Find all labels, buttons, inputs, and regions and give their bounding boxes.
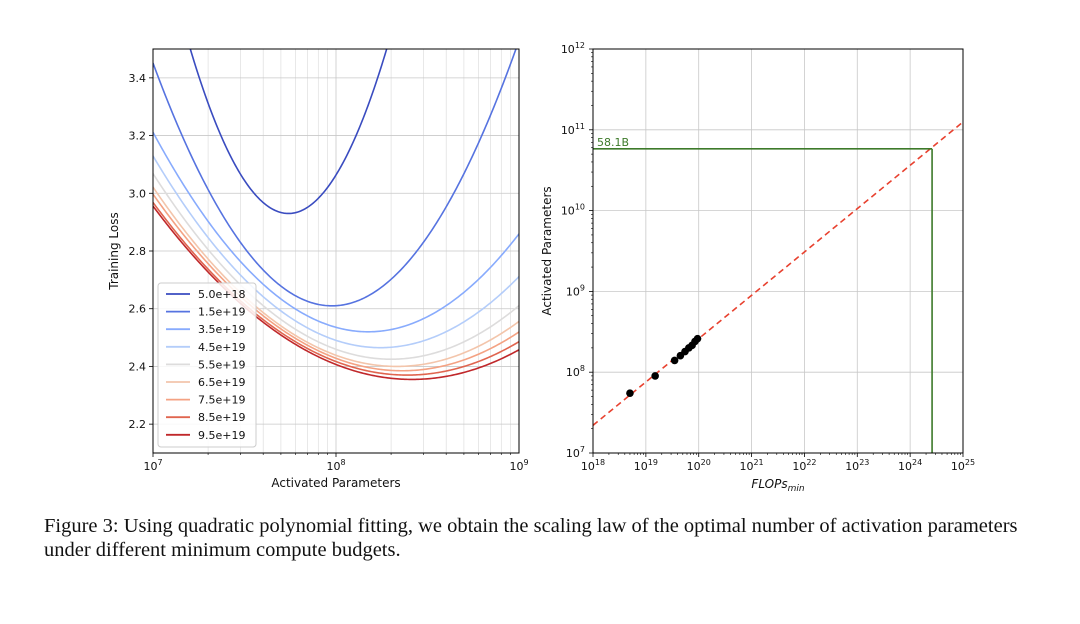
legend-label: 5.5e+19 xyxy=(198,358,245,371)
figure: 2.2 2.4 2.6 2.8 3.0 3.2 3.4 107 108 109 Activated… xyxy=(107,41,975,494)
data-point xyxy=(626,389,634,397)
loss-y-axis-label: Training Loss xyxy=(107,212,121,290)
x-tick-label: 107 xyxy=(143,458,162,473)
x-tick-label: 1024 xyxy=(898,458,922,473)
y-tick-label: 108 xyxy=(566,364,585,379)
scaling-chart: 58.1B 1018 1019 1020 1021 1022 1023 1024 102510… xyxy=(540,41,975,494)
loss-legend: 5.0e+18 1.5e+19 3.5e+19 4.5e+19 5.5e+19 6.5e+… xyxy=(157,282,257,448)
data-point xyxy=(693,334,702,343)
series-line xyxy=(153,131,519,333)
x-tick-label: 1018 xyxy=(581,458,605,473)
y-tick-label: 109 xyxy=(566,283,585,298)
y-tick-label: 3.0 xyxy=(129,187,147,200)
loss-chart: 2.2 2.4 2.6 2.8 3.0 3.2 3.4 107 108 109 Activated… xyxy=(107,48,529,490)
y-tick-label: 3.2 xyxy=(129,130,147,143)
legend-label: 8.5e+19 xyxy=(198,411,245,424)
scaling-ticks: 1018 1019 1020 1021 1022 1023 1024 1025 107 108 10… xyxy=(561,41,975,473)
y-tick-label: 1012 xyxy=(561,41,585,56)
series-line xyxy=(153,155,519,349)
x-tick-label: 1025 xyxy=(951,458,975,473)
x-tick-label: 1019 xyxy=(634,458,658,473)
legend-label: 9.5e+19 xyxy=(198,429,245,442)
legend-label: 5.0e+18 xyxy=(198,288,245,301)
loss-grid xyxy=(152,49,519,453)
marker-label: 58.1B xyxy=(597,136,629,149)
x-tick-label: 1020 xyxy=(687,458,711,473)
y-tick-label: 2.6 xyxy=(129,303,147,316)
y-tick-label: 3.4 xyxy=(129,72,147,85)
data-point xyxy=(670,356,679,365)
legend-label: 4.5e+19 xyxy=(198,341,245,354)
scaling-grid xyxy=(592,48,964,454)
x-tick-label: 1022 xyxy=(792,458,816,473)
series-line xyxy=(153,201,519,376)
scaling-content: 58.1B xyxy=(593,121,963,453)
legend-label: 6.5e+19 xyxy=(198,376,245,389)
loss-x-axis-label: Activated Parameters xyxy=(271,476,400,490)
legend-label: 7.5e+19 xyxy=(198,394,245,407)
loss-ticks: 2.2 2.4 2.6 2.8 3.0 3.2 3.4 107 108 109 xyxy=(129,72,529,473)
legend-label: 1.5e+19 xyxy=(198,306,245,319)
scaling-axes-frame xyxy=(592,48,964,454)
series-line xyxy=(153,49,517,307)
legend-label: 3.5e+19 xyxy=(198,323,245,336)
series-line xyxy=(153,205,519,381)
scaling-x-axis-label: FLOPsmin xyxy=(751,477,804,494)
y-tick-label: 1010 xyxy=(561,203,585,218)
y-tick-label: 2.2 xyxy=(129,418,147,431)
loss-curves xyxy=(153,49,519,381)
fit-line xyxy=(593,121,963,426)
y-tick-label: 107 xyxy=(566,445,585,460)
series-line xyxy=(153,193,519,372)
x-tick-label: 1021 xyxy=(739,458,763,473)
series-line xyxy=(153,173,519,361)
series-line xyxy=(189,49,388,215)
x-tick-label: 109 xyxy=(509,458,528,473)
y-tick-label: 2.8 xyxy=(129,245,147,258)
y-tick-label: 1011 xyxy=(561,122,585,137)
y-tick-label: 2.4 xyxy=(129,360,147,373)
scaling-y-axis-label: Activated Parameters xyxy=(540,186,554,315)
x-tick-label: 108 xyxy=(326,458,345,473)
series-line xyxy=(153,186,519,368)
legend-box xyxy=(157,282,257,448)
data-point xyxy=(651,372,659,380)
figure-caption: Figure 3: Using quadratic polynomial fit… xyxy=(44,515,1018,561)
x-tick-label: 1023 xyxy=(845,458,869,473)
